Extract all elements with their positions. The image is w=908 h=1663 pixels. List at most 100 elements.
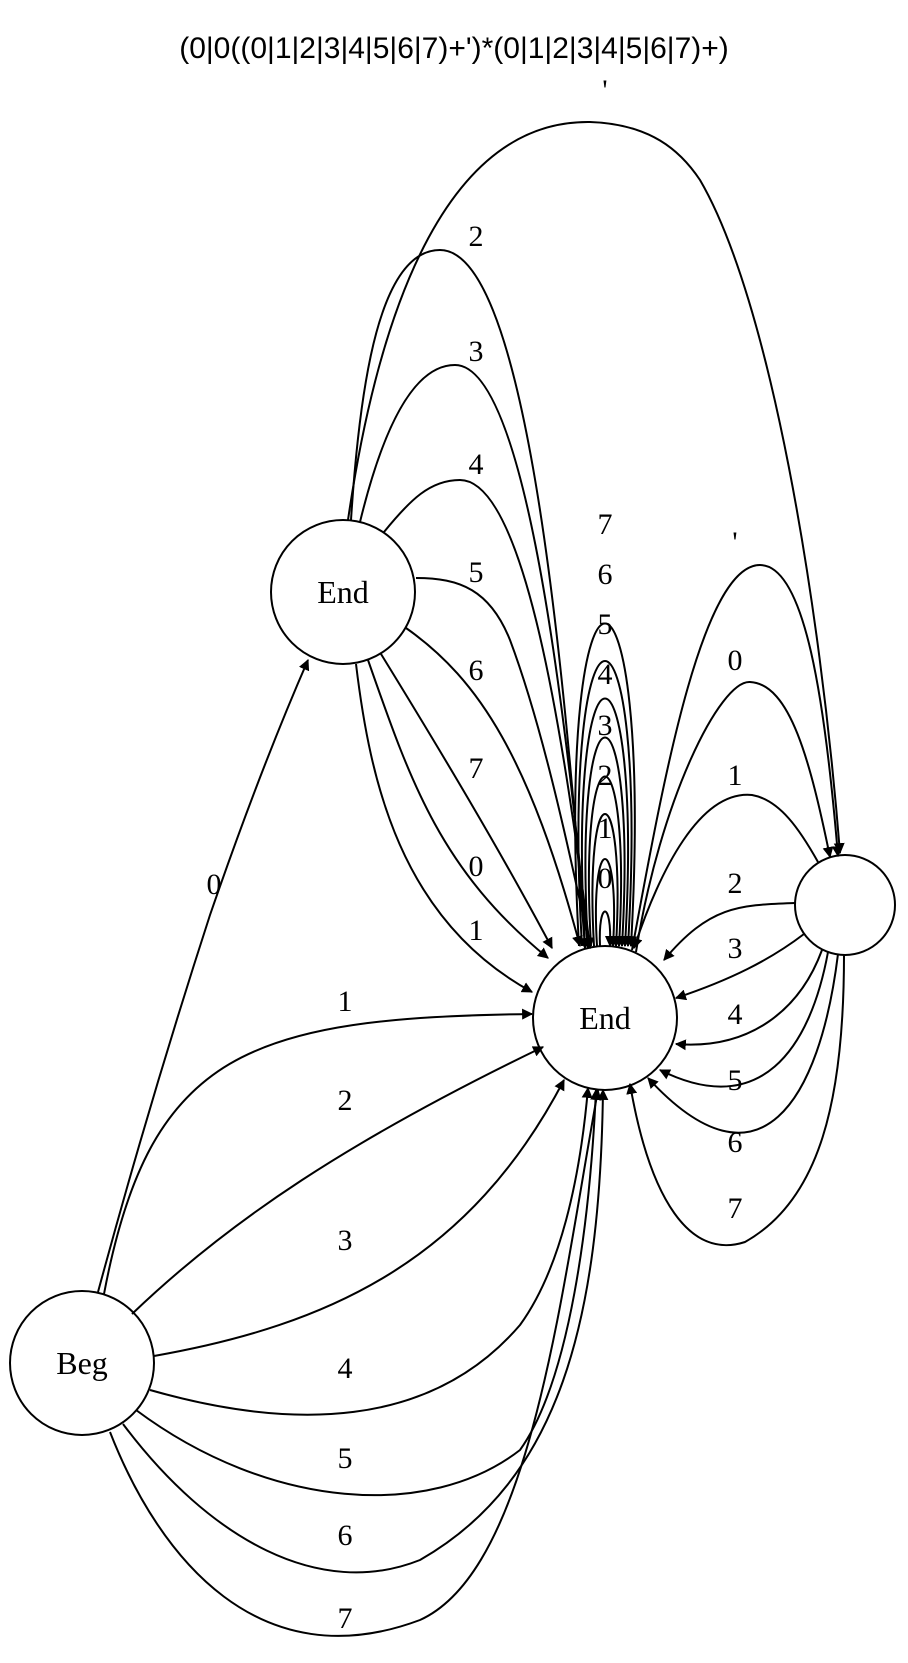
edge-end1-end2-1: 1 bbox=[355, 663, 533, 993]
node-end2-label: End bbox=[579, 1000, 631, 1036]
node-unnamed bbox=[794, 854, 896, 956]
edge-label: 3 bbox=[598, 709, 613, 742]
edge-path bbox=[350, 248, 590, 950]
edge-path bbox=[574, 622, 638, 948]
edge-path bbox=[626, 954, 845, 1247]
edge-end1-end2-6: 6 bbox=[405, 627, 583, 948]
edge-end1-end2-7: 7 bbox=[380, 653, 553, 949]
edge-unnamed-end2-1: 1 bbox=[631, 759, 819, 950]
edge-label: 5 bbox=[728, 1064, 743, 1097]
edge-beg-end2-5: 5 bbox=[135, 1088, 602, 1497]
edge-end2-self-6: 6 bbox=[577, 558, 635, 948]
edge-end2-self-3: 3 bbox=[588, 709, 626, 948]
edge-end2-unnamed-quote: ' bbox=[631, 526, 843, 951]
edge-path bbox=[97, 658, 310, 1293]
edge-path bbox=[588, 775, 626, 948]
edge-label: 5 bbox=[469, 556, 484, 589]
edge-label: 3 bbox=[338, 1224, 353, 1257]
edge-path bbox=[103, 1008, 534, 1295]
edge-path bbox=[580, 697, 632, 948]
edge-path bbox=[131, 1046, 544, 1315]
edge-end1-end2-3: 3 bbox=[359, 335, 593, 950]
edge-path bbox=[415, 577, 594, 950]
edge-beg-end2-7: 7 bbox=[109, 1088, 602, 1637]
edge-end1-end2-4: 4 bbox=[383, 448, 595, 950]
edge-end1-end2-5: 5 bbox=[415, 556, 594, 950]
edge-end1-unnamed-quote: ' bbox=[347, 74, 845, 855]
edge-label: 1 bbox=[469, 914, 484, 947]
edge-label: 1 bbox=[338, 985, 353, 1018]
edge-label: 7 bbox=[469, 752, 484, 785]
edge-unnamed-end2-2: 2 bbox=[663, 867, 796, 961]
edge-label: ' bbox=[732, 526, 737, 559]
edge-path bbox=[135, 1088, 602, 1497]
node-beg: Beg bbox=[9, 1290, 155, 1436]
edge-path bbox=[149, 1086, 593, 1416]
edge-label: 4 bbox=[728, 998, 743, 1031]
edge-end1-end2-0: 0 bbox=[367, 659, 549, 959]
edge-path bbox=[405, 627, 583, 948]
edge-unnamed-end2-4: 4 bbox=[674, 949, 823, 1051]
node-unnamed-circle bbox=[794, 854, 896, 956]
edge-path bbox=[631, 793, 819, 950]
edge-label: 4 bbox=[469, 448, 484, 481]
edge-path bbox=[380, 653, 553, 949]
edge-path bbox=[355, 663, 533, 993]
edge-path bbox=[383, 478, 595, 950]
edge-path bbox=[122, 1088, 609, 1574]
edge-label: 1 bbox=[728, 759, 743, 792]
edge-path bbox=[631, 563, 843, 951]
edge-beg-end2-2: 2 bbox=[131, 1046, 544, 1315]
edge-label: 2 bbox=[728, 867, 743, 900]
edge-label: 1 bbox=[598, 812, 613, 845]
edge-path bbox=[647, 953, 839, 1134]
edge-path bbox=[659, 951, 829, 1088]
edge-beg-end2-3: 3 bbox=[153, 1079, 565, 1357]
edge-label: 7 bbox=[598, 508, 613, 541]
edge-path bbox=[674, 933, 805, 1001]
edge-label: 2 bbox=[469, 220, 484, 253]
edge-path bbox=[153, 1079, 565, 1357]
edge-label: 0 bbox=[469, 850, 484, 883]
edge-label: 7 bbox=[338, 1602, 353, 1635]
edge-label: 6 bbox=[598, 558, 613, 591]
edge-label: 5 bbox=[338, 1442, 353, 1475]
edge-path bbox=[674, 949, 823, 1051]
edge-label: 0 bbox=[207, 868, 222, 901]
edge-unnamed-end2-5: 5 bbox=[659, 951, 829, 1097]
edge-path bbox=[577, 660, 635, 948]
edge-path bbox=[109, 1088, 602, 1637]
edge-beg-end2-6: 6 bbox=[122, 1088, 609, 1574]
edge-unnamed-end2-3: 3 bbox=[674, 932, 805, 1001]
edge-unnamed-end2-0: 0 bbox=[635, 644, 834, 953]
diagram-title: (0|0((0|1|2|3|4|5|6|7)+')*(0|1|2|3|4|5|6… bbox=[179, 32, 729, 65]
edge-label: 6 bbox=[338, 1519, 353, 1552]
edge-path bbox=[359, 363, 593, 950]
edge-path bbox=[635, 680, 834, 953]
edge-path bbox=[598, 910, 616, 948]
edge-label: 4 bbox=[598, 658, 613, 691]
edge-label: 0 bbox=[598, 862, 613, 895]
edge-end2-self-1: 1 bbox=[594, 812, 620, 948]
edge-label: ' bbox=[602, 74, 607, 107]
edge-label: 3 bbox=[728, 932, 743, 965]
edge-path bbox=[347, 120, 845, 855]
edge-path bbox=[367, 659, 549, 959]
edge-label: 7 bbox=[728, 1192, 743, 1225]
edge-end2-self-0: 0 bbox=[598, 862, 616, 948]
edge-path bbox=[584, 736, 629, 948]
node-end1-circle bbox=[270, 519, 416, 665]
edge-unnamed-end2-7: 7 bbox=[626, 954, 845, 1247]
edge-beg-end1-0: 0 bbox=[97, 658, 310, 1293]
node-beg-label: Beg bbox=[56, 1345, 108, 1381]
edge-end2-self-7: 7 bbox=[574, 508, 638, 948]
edge-beg-end2-1: 1 bbox=[103, 985, 534, 1295]
edge-path bbox=[591, 813, 623, 948]
edge-label: 4 bbox=[338, 1352, 353, 1385]
edge-end2-self-4: 4 bbox=[584, 658, 629, 948]
node-end1: End bbox=[270, 519, 416, 665]
edge-beg-end2-4: 4 bbox=[149, 1086, 593, 1416]
edge-label: 6 bbox=[728, 1126, 743, 1159]
edge-label: 3 bbox=[469, 335, 484, 368]
